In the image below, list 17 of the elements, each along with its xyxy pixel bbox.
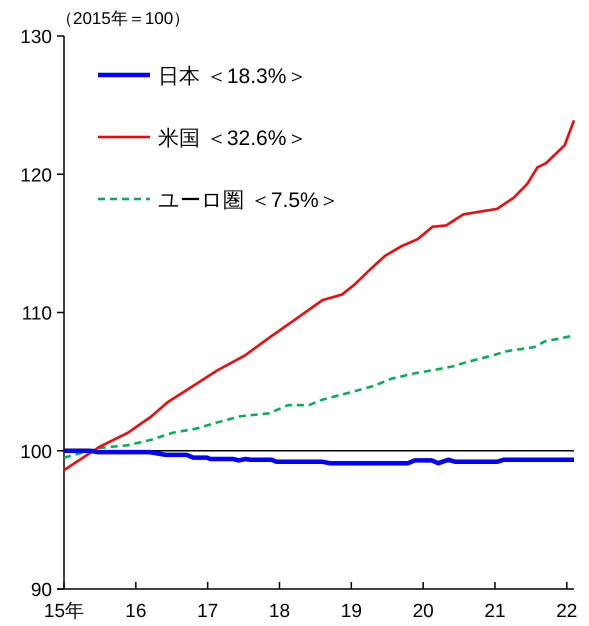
y-axis-title: （2015年＝100）	[56, 9, 190, 28]
x-tick-label: 16	[125, 601, 146, 622]
x-tick-label: 17	[197, 601, 218, 622]
x-tick-label: 19	[340, 601, 362, 622]
x-tick-label: 22	[556, 601, 578, 622]
x-tick-label: 21	[484, 601, 506, 622]
y-tick-label: 110	[22, 304, 52, 324]
legend-label: ユーロ圏 ＜7.5%＞	[158, 189, 340, 212]
x-tick-label: 15年	[44, 601, 84, 622]
x-tick-label: 18	[268, 601, 290, 622]
x-tick-label: 20	[412, 601, 434, 622]
y-tick-label: 100	[20, 442, 52, 463]
legend-label: 米国 ＜32.6%＞	[158, 127, 308, 150]
y-tick-label: 130	[20, 27, 52, 48]
legend-label: 日本 ＜18.3%＞	[158, 65, 308, 88]
y-tick-label: 120	[20, 165, 52, 186]
y-tick-label: 90	[30, 580, 52, 601]
